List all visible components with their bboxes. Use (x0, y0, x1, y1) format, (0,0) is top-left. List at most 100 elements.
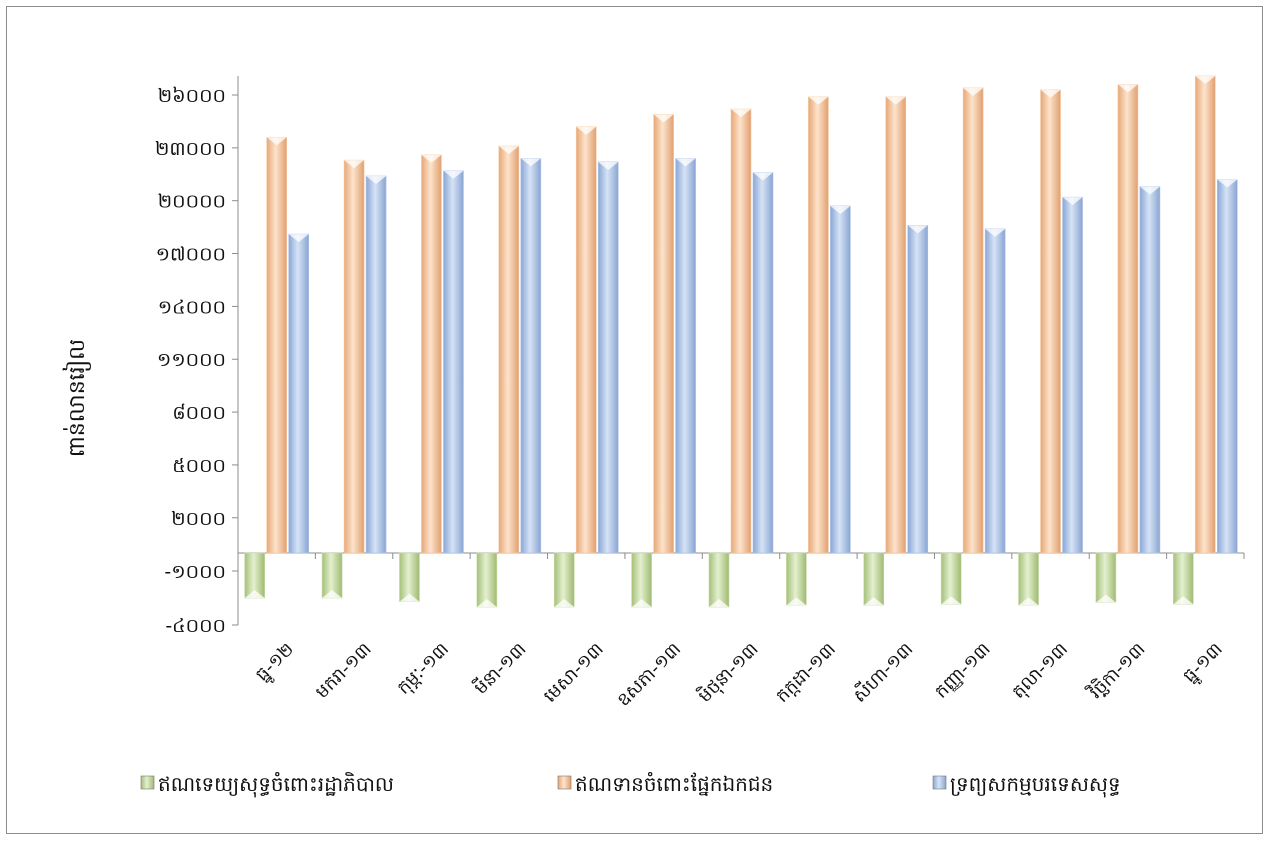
bar-cap (288, 234, 309, 243)
x-tick-label: មិថុនា-១៣ (693, 637, 763, 707)
y-tick-label: ១១០០០ (157, 349, 226, 371)
bar (520, 158, 542, 554)
bar (476, 552, 498, 608)
bar (962, 87, 984, 554)
bar (553, 552, 575, 608)
y-tick-label: ១៤០០០ (158, 296, 226, 318)
legend-swatch (932, 775, 947, 790)
bar (708, 552, 730, 608)
bar-cap (399, 593, 420, 602)
bar-cap (709, 599, 729, 607)
bar (984, 228, 1006, 554)
x-tick-label: ធ្នូ-១២ (251, 639, 300, 688)
bar (266, 136, 287, 554)
bar-cap (863, 597, 884, 606)
legend-label: ឥណទេយ្យសុទ្ធចំពោះរដ្ឋាភិបាល (158, 771, 394, 798)
y-tick-label: -១០០០ (164, 561, 226, 583)
y-tick-label: ៨០០០ (172, 402, 226, 424)
y-tick-label: ៥០០០ (172, 455, 226, 477)
bar (1117, 84, 1139, 554)
x-tick-label: សីហា-១៣ (848, 637, 918, 707)
bar (675, 158, 696, 554)
bar-cap (1095, 594, 1116, 603)
bar (1139, 186, 1161, 554)
bar-cap (554, 599, 575, 607)
bar-cap (421, 154, 442, 163)
bar-cap (653, 114, 674, 123)
bar-cap (808, 96, 829, 105)
bar-cap (675, 158, 696, 167)
bar-cap (366, 176, 387, 185)
x-tick-label: ធ្នូ-១៣ (1179, 639, 1229, 689)
bar (343, 159, 365, 554)
y-axis-label: ពាន់លានរៀល (62, 339, 91, 457)
bar-cap (266, 137, 287, 146)
bar (830, 205, 851, 554)
legend-swatch (557, 775, 572, 790)
bar-cap (1040, 89, 1061, 98)
bar (575, 126, 597, 554)
bar-cap (476, 599, 497, 607)
y-tick-label: ២០០០ (171, 508, 226, 530)
x-tick-label: កញ្ញា-១៣ (931, 639, 995, 703)
bar (631, 552, 652, 608)
bar-cap (1173, 596, 1194, 605)
y-tick-label: ២០០០០ (158, 191, 226, 213)
bar-cap (631, 599, 652, 607)
legend-label: ទ្រព្យសកម្មបរទេសសុទ្ធ (950, 772, 1121, 798)
x-tick-label: កក្កដា-១៣ (772, 639, 840, 707)
legend-swatch (140, 775, 155, 790)
bar (730, 108, 752, 554)
bar (653, 114, 674, 554)
bar-cap (1139, 186, 1160, 195)
y-tick-label: ២៦០០០ (158, 85, 226, 107)
bar (1195, 75, 1216, 554)
bar (597, 161, 619, 554)
bar (1062, 196, 1083, 554)
bar-cap (244, 590, 265, 598)
bar (752, 172, 774, 554)
bar-cap (1018, 597, 1039, 606)
bar-cap (1195, 76, 1216, 84)
bar-cap (1117, 84, 1138, 93)
x-tick-label: មករា-១៣ (311, 639, 375, 703)
bar-cap (985, 228, 1006, 237)
bar (288, 233, 309, 554)
bar-cap (786, 597, 807, 606)
bar-cap (753, 172, 773, 181)
bar-cap (520, 158, 541, 167)
bar-cap (1217, 179, 1238, 188)
bar-cap (907, 225, 928, 234)
bar-cap (963, 87, 984, 96)
bar-cap (498, 146, 519, 155)
x-tick-label: កុម្ភៈ-១៣ (393, 639, 454, 700)
bar (907, 225, 929, 554)
bar-cap (731, 109, 751, 118)
bar-cap (885, 96, 906, 105)
bar-cap (322, 590, 343, 598)
bar (443, 170, 464, 554)
bar (1040, 89, 1061, 554)
bar (808, 96, 829, 554)
x-tick-label: វិច្ឆិកា-១៣ (1083, 637, 1150, 704)
bar (1217, 179, 1238, 554)
bar (885, 96, 907, 554)
bar (365, 175, 387, 554)
bar (421, 154, 442, 554)
y-tick-label: ១៧០០០ (156, 244, 226, 266)
bar-cap (598, 161, 619, 170)
bar-cap (443, 170, 464, 179)
legend-label: ឥណទានចំពោះផ្នែកឯកជន (575, 771, 773, 796)
y-tick-label: ២៣០០០ (155, 138, 226, 160)
x-tick-label: តុលា-១៣ (1008, 639, 1073, 704)
y-tick-label: -៤០០០ (165, 615, 226, 637)
x-tick-label: ឧសភា-១៣ (613, 639, 685, 711)
bar-cap (941, 596, 962, 605)
bar-cap (1062, 197, 1083, 206)
x-tick-label: មេសា-១៣ (540, 639, 608, 707)
legend: ឥណទេយ្យសុទ្ធចំពោះរដ្ឋាភិបាល ឥណទានចំពោះផ្ន… (140, 771, 1121, 798)
bar (498, 145, 520, 554)
bar-cap (830, 205, 851, 214)
bar-cap (576, 126, 597, 135)
